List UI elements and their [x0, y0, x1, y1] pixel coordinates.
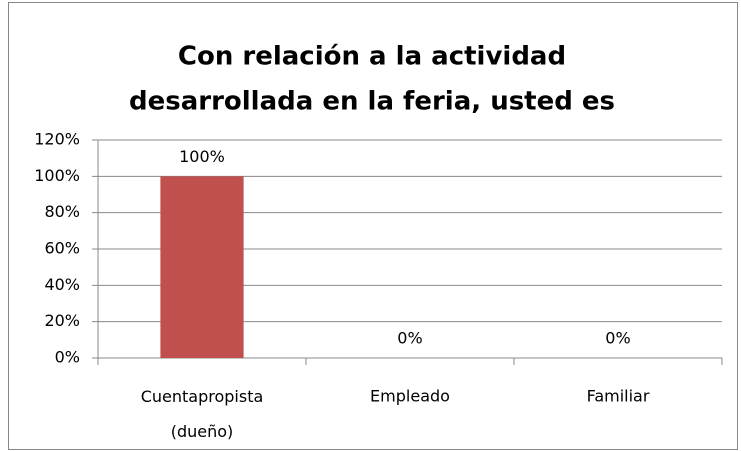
chart-title: Con relación a la actividad	[178, 42, 566, 72]
y-tick-label: 60%	[44, 239, 80, 258]
y-tick-label: 20%	[44, 311, 80, 330]
data-label: 0%	[605, 329, 630, 348]
y-tick-label: 80%	[44, 202, 80, 221]
y-tick-label: 40%	[44, 275, 80, 294]
y-tick-label: 120%	[34, 130, 80, 149]
x-tick-label-line: Cuentapropista	[141, 387, 264, 406]
x-tick-label-line: (dueño)	[171, 422, 234, 441]
x-tick-label: Cuentapropista (dueño)	[141, 387, 264, 441]
y-tick-label: 0%	[55, 348, 80, 367]
y-tick-label: 100%	[34, 166, 80, 185]
x-tick-label: Familiar	[587, 387, 650, 406]
x-tick-label: Empleado	[370, 387, 450, 406]
data-label: 100%	[179, 147, 225, 166]
data-label: 0%	[397, 329, 422, 348]
chart-title: desarrollada en la feria, usted es	[129, 87, 615, 117]
bar	[160, 176, 244, 358]
chart-border	[8, 2, 738, 450]
